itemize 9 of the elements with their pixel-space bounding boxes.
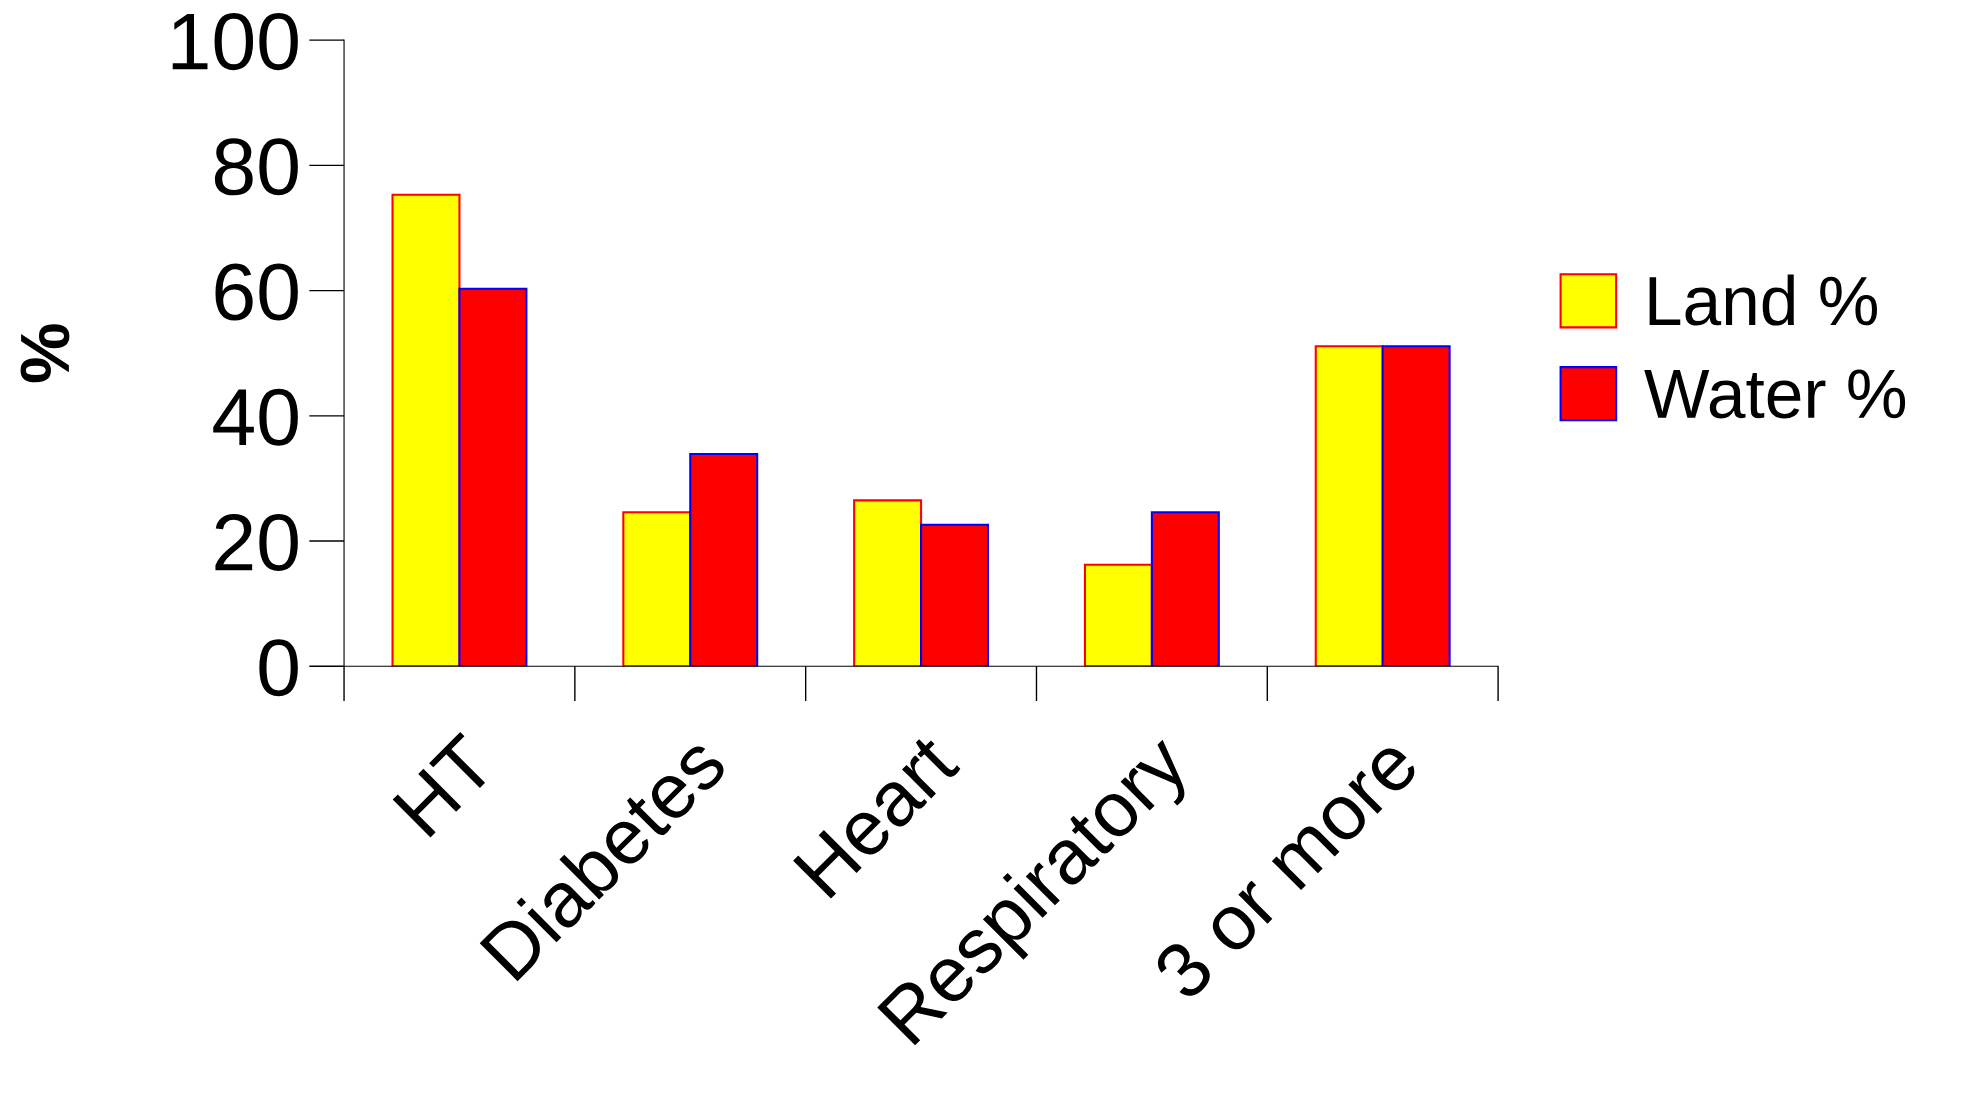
y-axis-title: % (20, 324, 70, 383)
y-tick-label: 100 (172, 13, 298, 71)
y-tick-label: 20 (215, 513, 298, 572)
y-tick-label: 80 (214, 138, 298, 196)
y-tick-label: 40 (213, 388, 298, 446)
legend-label: Water % (1644, 369, 1906, 419)
y-tick-label: 0 (259, 639, 298, 697)
y-tick-label: 60 (215, 263, 298, 321)
legend-label: Land % (1649, 274, 1877, 326)
